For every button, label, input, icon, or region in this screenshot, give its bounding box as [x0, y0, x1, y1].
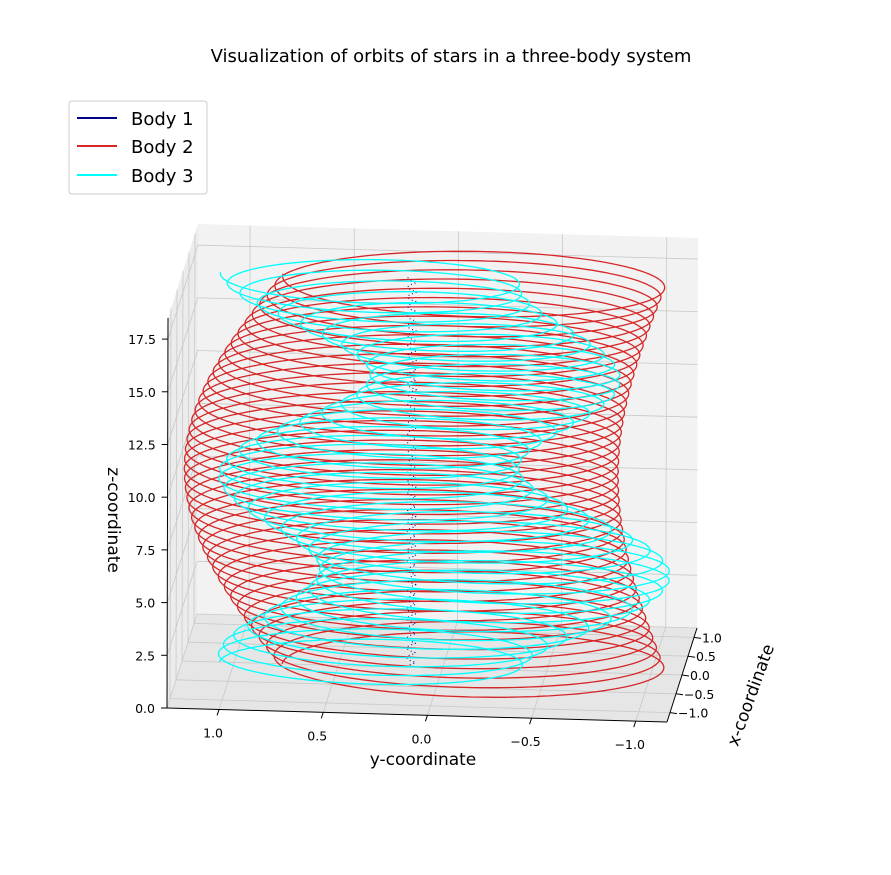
- y-axis-line: [166, 707, 668, 723]
- x-grid-side: [169, 308, 172, 699]
- x-grid-floor: [169, 698, 671, 713]
- z-tick-label: 2.5: [135, 648, 155, 663]
- y-tick-mark: [529, 718, 533, 725]
- chart-title: Visualization of orbits of stars in a th…: [211, 46, 692, 67]
- x-tick-label: 1.0: [702, 630, 722, 645]
- z-grid-back: [197, 244, 698, 260]
- x-tick-label: −0.5: [684, 687, 714, 702]
- y-tick-mark: [424, 715, 428, 722]
- x-axis-label: x-coordinate: [724, 642, 779, 749]
- x-tick-label: −1.0: [678, 706, 708, 721]
- x-tick-mark: [693, 636, 702, 639]
- y-tick-label: −0.5: [510, 734, 540, 749]
- x-tick-mark: [675, 693, 684, 696]
- z-tick-label: 12.5: [128, 437, 156, 452]
- orbit-traces: [183, 250, 670, 698]
- y-tick-mark: [633, 720, 637, 728]
- x-tick-mark: [681, 674, 690, 677]
- x-tick-label: 0.5: [696, 649, 716, 664]
- orbit-body-3: [217, 258, 670, 686]
- legend: Body 1 Body 2 Body 3: [68, 100, 208, 195]
- z-axis-label: z-coordinate: [103, 467, 123, 573]
- z-tick-label: 0.0: [135, 701, 155, 716]
- x-tick-label: 0.0: [690, 668, 710, 683]
- z-grid-back: [197, 508, 698, 523]
- x-tick-mark: [669, 712, 678, 715]
- x-grid-side: [181, 270, 184, 662]
- orbit-body-2: [183, 250, 666, 698]
- x-tick-mark: [687, 655, 696, 658]
- z-tick-label: 10.0: [128, 490, 156, 505]
- y-tick-mark: [320, 712, 324, 719]
- legend-box: [68, 100, 208, 195]
- y-tick-label: −1.0: [615, 737, 645, 752]
- z-tick-label: 5.0: [135, 596, 155, 611]
- legend-label-body-1: Body 1: [131, 109, 194, 130]
- y-tick-mark: [216, 709, 220, 716]
- grid-lines: [166, 225, 698, 722]
- y-tick-label: 0.5: [307, 728, 327, 743]
- y-axis-label: y-coordinate: [370, 750, 477, 770]
- y-grid-back: [665, 237, 668, 628]
- x-grid-side: [187, 252, 190, 643]
- z-tick-label: 7.5: [136, 543, 156, 558]
- z-tick-label: 17.5: [128, 332, 156, 347]
- z-tick-label: 15.0: [128, 385, 156, 400]
- z-axis-line: [166, 317, 169, 709]
- x-grid-floor: [175, 679, 677, 695]
- legend-label-body-3: Body 3: [131, 166, 194, 187]
- tick-labels: 1.0 0.5 0.0 −0.5 −1.0 −1.0 −0.5 0.0 0.5 1.0 0.0 2.5…: [128, 332, 722, 752]
- y-tick-label: 0.0: [411, 731, 431, 746]
- legend-label-body-2: Body 2: [131, 137, 194, 158]
- x-grid-side: [175, 289, 178, 680]
- y-tick-label: 1.0: [203, 725, 223, 740]
